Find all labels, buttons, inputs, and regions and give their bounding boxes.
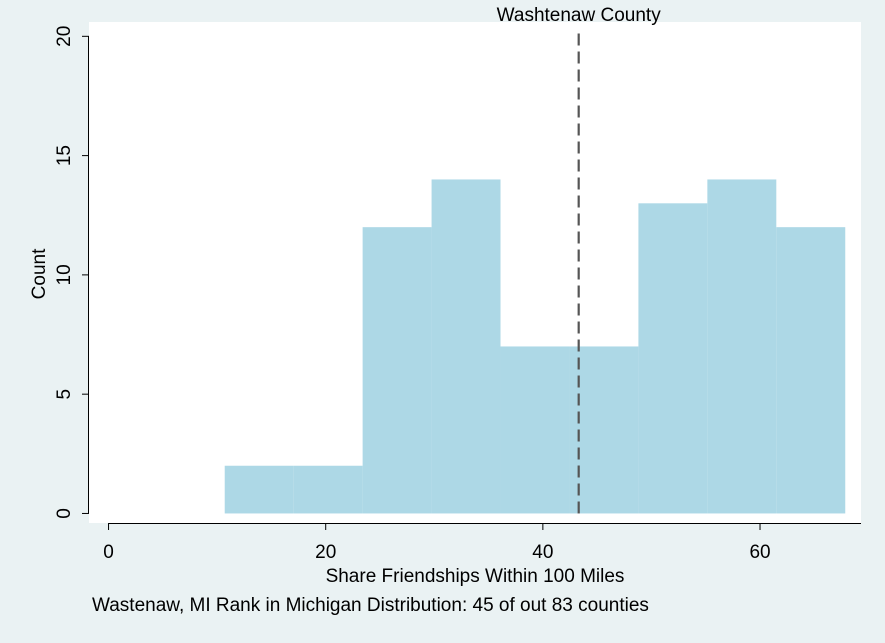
histogram-bar-4 (431, 179, 501, 514)
caption-note: Wastenaw, MI Rank in Michigan Distributi… (92, 595, 649, 616)
reference-line-label: Washtenaw County (497, 5, 662, 26)
histogram-bar-7 (638, 203, 708, 514)
y-tick-label: 5 (54, 389, 75, 400)
x-tick-label: 20 (315, 542, 336, 563)
y-tick-label: 10 (54, 264, 75, 285)
histogram-bar-9 (776, 227, 846, 514)
y-tick-label: 0 (54, 508, 75, 519)
y-tick-label: 20 (54, 26, 75, 47)
axes: 0 20 40 60 0 5 10 15 20 (54, 26, 861, 563)
histogram-bar-1 (224, 465, 294, 514)
y-axis-title: Count (29, 248, 50, 299)
x-tick-label: 60 (749, 542, 770, 563)
x-tick-label: 0 (103, 542, 114, 563)
y-tick-label: 15 (54, 145, 75, 166)
histogram-bar-3 (362, 227, 432, 514)
histogram-bar-8 (707, 179, 777, 514)
histogram-bar-5 (500, 346, 570, 514)
reference-line-group: Washtenaw County (497, 5, 662, 514)
x-tick-label: 40 (532, 542, 553, 563)
x-axis-title: Share Friendships Within 100 Miles (326, 566, 625, 587)
histogram-bars (224, 179, 846, 514)
histogram-bar-2 (293, 465, 363, 514)
histogram-bar-6 (569, 346, 639, 514)
